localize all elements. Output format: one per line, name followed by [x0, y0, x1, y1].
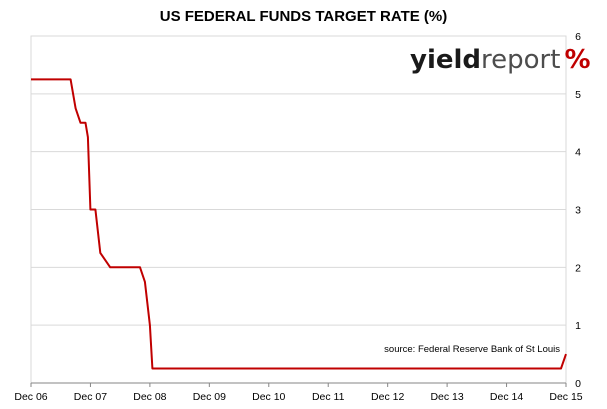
- yieldreport-logo: yieldreport%: [410, 45, 591, 75]
- logo-text: yieldreport%: [410, 45, 591, 75]
- x-tick-label: Dec 06: [14, 391, 47, 403]
- x-axis: Dec 06 Dec 07 Dec 08 Dec 09 Dec 10 Dec 11 Dec …: [14, 383, 583, 403]
- source-annotation: source: Federal Reserve Bank of St Louis: [384, 344, 560, 355]
- x-tick-label: Dec 15: [549, 391, 582, 403]
- series-group: [31, 78, 567, 370]
- logo-word-report: report: [481, 45, 560, 75]
- x-tick-label: Dec 08: [133, 391, 166, 403]
- logo-percent-symbol: %: [564, 45, 590, 75]
- x-tick-label: Dec 13: [430, 391, 463, 403]
- x-tick-label: Dec 10: [252, 391, 285, 403]
- y-tick-label: 6: [575, 31, 581, 43]
- x-tick-label: Dec 11: [312, 391, 345, 403]
- logo-word-yield: yield: [410, 45, 481, 75]
- logo-main-text: yieldreport: [410, 45, 560, 75]
- x-tick-label: Dec 07: [74, 391, 107, 403]
- x-tick-label: Dec 14: [490, 391, 523, 403]
- y-tick-label: 1: [575, 320, 581, 332]
- chart-title: US FEDERAL FUNDS TARGET RATE (%): [159, 8, 448, 25]
- gridlines: [31, 35, 566, 326]
- y-tick-label: 4: [575, 147, 581, 159]
- series-line: [31, 78, 567, 370]
- plot-area: [30, 35, 567, 384]
- y-tick-label: 3: [575, 205, 581, 217]
- y-axis: 0 1 2 3 4 5 6: [575, 31, 581, 390]
- y-tick-label: 2: [575, 262, 581, 274]
- y-tick-label: 0: [575, 378, 581, 390]
- x-tick-label: Dec 12: [371, 391, 404, 403]
- x-tick-label: Dec 09: [193, 391, 226, 403]
- y-tick-label: 5: [575, 89, 581, 101]
